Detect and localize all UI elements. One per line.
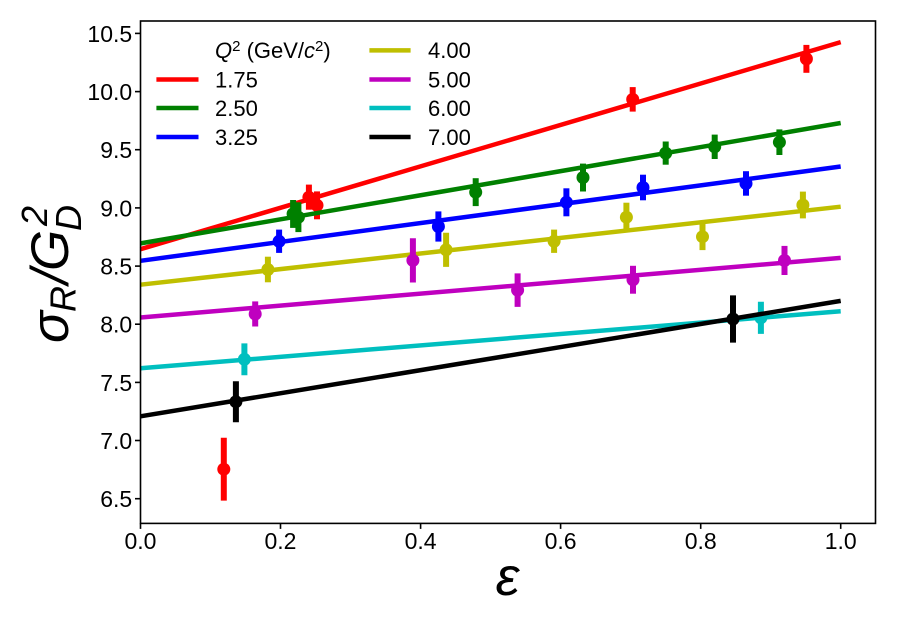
svg-text:0.6: 0.6 [545, 528, 577, 554]
svg-text:10.0: 10.0 [87, 79, 132, 105]
svg-text:7.0: 7.0 [100, 428, 132, 454]
svg-text:σR/GD2: σR/GD2 [14, 205, 89, 343]
svg-text:1.0: 1.0 [825, 528, 857, 554]
svg-text:9.0: 9.0 [100, 195, 132, 221]
svg-text:6.5: 6.5 [100, 486, 132, 512]
svg-text:4.00: 4.00 [428, 38, 471, 63]
svg-text:0.8: 0.8 [685, 528, 717, 554]
svg-text:3.25: 3.25 [215, 125, 258, 150]
svg-text:0.4: 0.4 [405, 528, 437, 554]
svg-text:ε: ε [496, 547, 521, 607]
svg-text:10.5: 10.5 [87, 21, 132, 47]
svg-text:0.2: 0.2 [265, 528, 297, 554]
svg-text:1.75: 1.75 [215, 67, 258, 92]
svg-text:5.00: 5.00 [428, 67, 471, 92]
svg-text:6.00: 6.00 [428, 96, 471, 121]
svg-text:0.0: 0.0 [125, 528, 157, 554]
svg-text:8.0: 8.0 [100, 312, 132, 338]
svg-text:2.50: 2.50 [215, 96, 258, 121]
svg-text:8.5: 8.5 [100, 254, 132, 280]
svg-text:9.5: 9.5 [100, 137, 132, 163]
svg-text:7.5: 7.5 [100, 370, 132, 396]
svg-text:7.00: 7.00 [428, 125, 471, 150]
svg-text:Q2 (GeV/c2): Q2 (GeV/c2) [215, 38, 331, 63]
